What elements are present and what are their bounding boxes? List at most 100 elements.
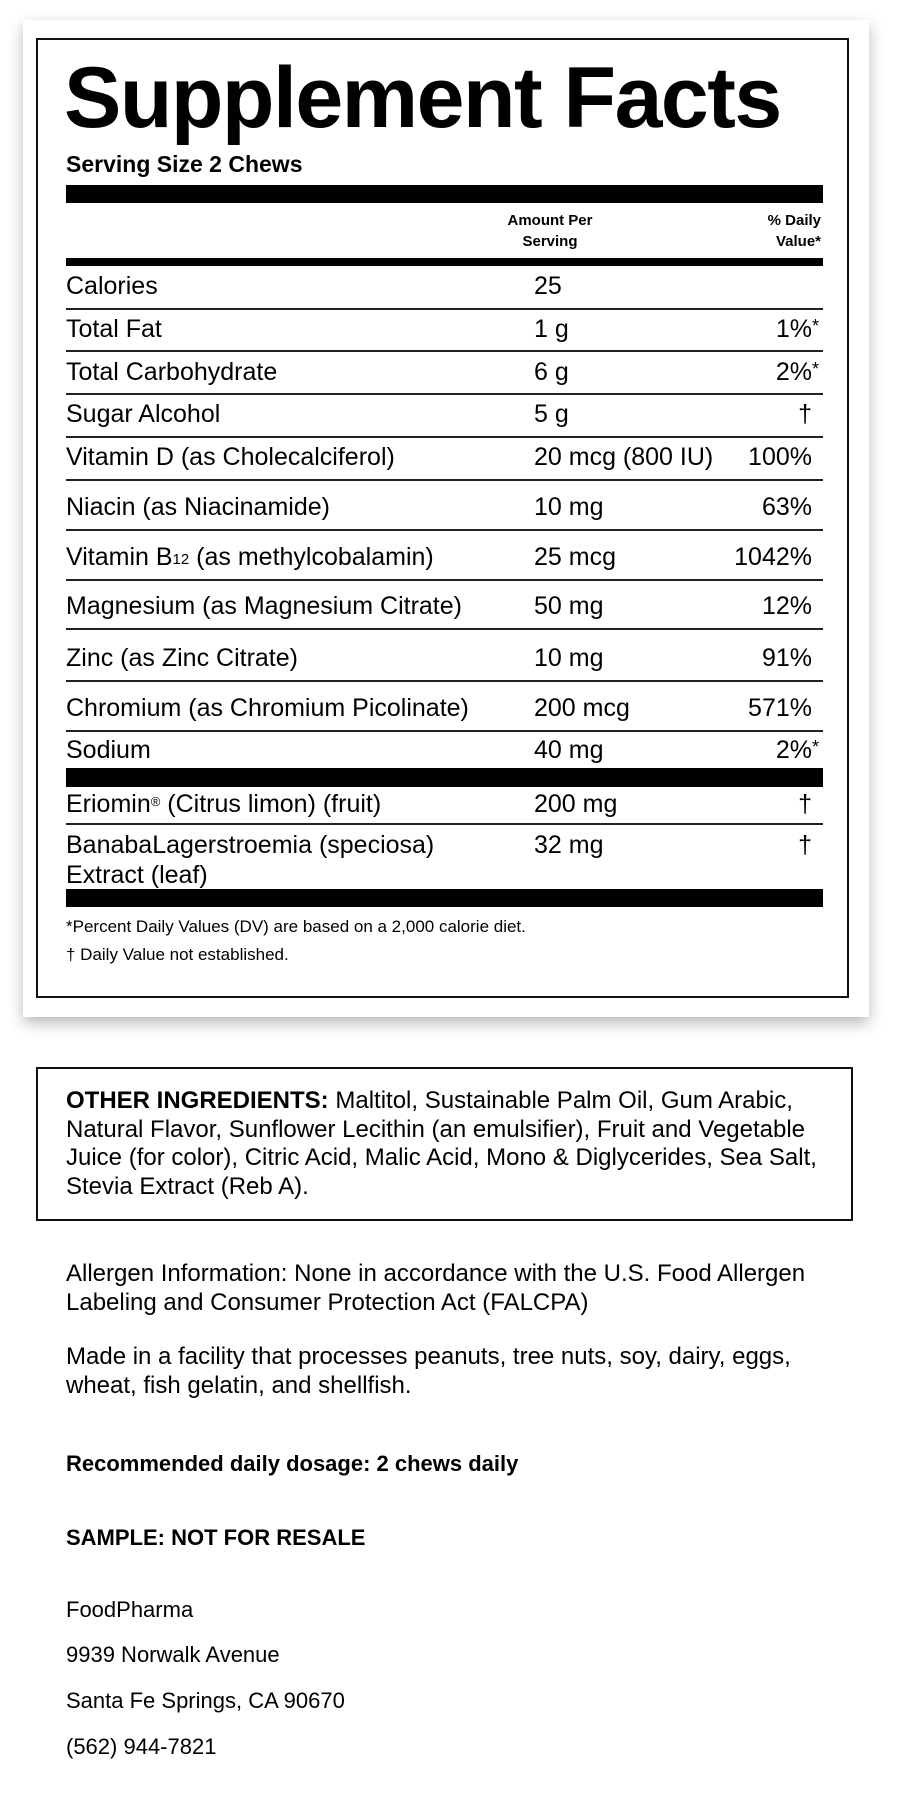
nutrient-subscript: 12 [172, 551, 190, 568]
nutrient-name: Niacin (as Niacinamide) [66, 492, 330, 522]
nutrient-name-text: Sugar Alcohol [66, 400, 221, 428]
registered-mark: ® [150, 794, 161, 809]
sample-notice: SAMPLE: NOT FOR RESALE [66, 1525, 366, 1550]
nutrient-name-text: Niacin (as Niacinamide) [66, 493, 330, 521]
nutrient-name-text: Total Fat [66, 315, 162, 343]
nutrient-name-text: Vitamin B [66, 543, 173, 571]
nutrient-name-text: Chromium (as Chromium Picolinate) [66, 694, 469, 722]
nutrient-daily-value: † [798, 830, 812, 860]
nutrient-name: Chromium (as Chromium Picolinate) [66, 693, 469, 723]
city-state-zip: Santa Fe Springs, CA 90670 [66, 1688, 345, 1713]
nutrient-name: Total Fat [66, 314, 162, 344]
other-ingredients-text: Maltitol, Sustainable Palm Oil, Gum Arab… [66, 1087, 817, 1200]
daily-value-text: † [798, 790, 812, 818]
nutrient-daily-value: 91% [762, 643, 812, 673]
serving-size: Serving Size 2 Chews [66, 151, 303, 177]
page-title: Supplement Facts [64, 50, 782, 146]
amount-header-line1: Amount Per [507, 212, 593, 229]
nutrient-row: BanabaLagerstroemia (speciosa) Extract (l… [66, 830, 823, 889]
row-divider [66, 579, 823, 581]
nutrient-name-text: Vitamin D (as Cholecalciferol) [66, 443, 395, 471]
nutrient-daily-value: 1042% [734, 542, 812, 572]
asterisk-mark: * [812, 316, 820, 336]
nutrient-amount: 6 g [534, 358, 569, 386]
nutrient-daily-value: 2% * [775, 735, 819, 765]
nutrient-name: Total Carbohydrate [66, 357, 277, 387]
nutrient-daily-value: 63% [762, 492, 812, 522]
other-ingredients-heading: OTHER INGREDIENTS: [66, 1087, 329, 1114]
nutrient-name: Vitamin D (as Cholecalciferol) [66, 442, 395, 472]
amount-per-serving-header: Amount Per Serving [490, 210, 610, 252]
daily-value-text: † [798, 400, 812, 428]
nutrient-amount: 50 mg [534, 592, 604, 620]
nutrient-name: Sugar Alcohol [66, 399, 220, 429]
nutrient-name-suffix: (as methylcobalamin) [189, 543, 434, 571]
supplement-facts-panel [36, 38, 849, 998]
row-divider [66, 680, 823, 682]
nutrient-daily-value: 100% [748, 442, 812, 472]
nutrient-row: Total Carbohydrate 6 g 2% * [66, 357, 823, 387]
nutrient-row: Sodium 40 mg 2% * [66, 735, 823, 765]
daily-value-text: 2% [775, 358, 812, 386]
daily-value-text: 2% [775, 736, 812, 764]
nutrient-row: Magnesium (as Magnesium Citrate) 50 mg 12% [66, 591, 823, 621]
nutrient-name-suffix: (Citrus limon) (fruit) [160, 790, 382, 818]
nutrient-amount: 32 mg [534, 831, 604, 859]
nutrient-daily-value: † [798, 399, 812, 429]
nutrient-daily-value: 571% [748, 693, 812, 723]
daily-value-text: 1% [775, 315, 812, 343]
nutrient-daily-value: 12% [762, 591, 812, 621]
nutrient-amount: 10 mg [534, 493, 604, 521]
nutrient-row: Sugar Alcohol 5 g † [66, 399, 823, 429]
company-name: FoodPharma [66, 1597, 194, 1622]
nutrient-name: Zinc (as Zinc Citrate) [66, 643, 298, 673]
nutrient-row: Eriomin® (Citrus limon) (fruit) 200 mg † [66, 789, 823, 819]
other-ingredients: OTHER INGREDIENTS: Maltitol, Sustainable… [66, 1087, 846, 1201]
nutrient-row: Vitamin B12 (as methylcobalamin) 25 mcg 10… [66, 542, 823, 572]
nutrient-name: Vitamin B12 (as methylcobalamin) [66, 542, 434, 576]
nutrient-name: BanabaLagerstroemia (speciosa) Extract (l… [66, 830, 434, 890]
row-divider [66, 393, 823, 395]
nutrient-name-text: Calories [66, 272, 158, 300]
daily-value-text: 100% [748, 443, 812, 471]
amount-header-line2: Serving [522, 233, 578, 250]
nutrient-name: Eriomin® (Citrus limon) (fruit) [66, 789, 381, 819]
daily-value-text: 12% [761, 592, 812, 620]
row-divider [66, 479, 823, 481]
nutrient-daily-value: 1% * [775, 314, 819, 344]
nutrient-name-text: BanabaLagerstroemia (speciosa) [66, 831, 435, 859]
footnote-dagger: † Daily Value not established. [66, 945, 289, 964]
daily-value-text: † [798, 831, 812, 859]
daily-value-text: 91% [761, 644, 812, 672]
thick-divider [66, 768, 823, 787]
row-divider [66, 350, 823, 352]
nutrient-row: Chromium (as Chromium Picolinate) 200 mcg… [66, 693, 823, 723]
row-divider [66, 308, 823, 310]
nutrient-name-line2: Extract (leaf) [66, 861, 208, 889]
nutrient-amount: 1 g [534, 315, 569, 343]
nutrient-amount: 200 mcg [534, 694, 630, 722]
thick-divider [66, 185, 823, 203]
nutrient-amount: 10 mg [534, 644, 604, 672]
nutrient-name: Magnesium (as Magnesium Citrate) [66, 591, 462, 621]
nutrient-amount: 40 mg [534, 736, 604, 764]
footnote-daily-values: *Percent Daily Values (DV) are based on … [66, 917, 526, 936]
nutrient-daily-value: 2% * [775, 357, 819, 387]
asterisk-mark: * [812, 359, 820, 379]
nutrient-amount: 5 g [534, 400, 569, 428]
medium-divider [66, 258, 823, 266]
nutrient-name-text: Sodium [66, 736, 151, 764]
facility-statement: Made in a facility that processes peanut… [66, 1343, 791, 1399]
row-divider [66, 436, 823, 438]
nutrient-row: Zinc (as Zinc Citrate) 10 mg 91% [66, 643, 823, 673]
row-divider [66, 823, 823, 825]
nutrient-row: Vitamin D (as Cholecalciferol) 20 mcg (80… [66, 442, 823, 472]
daily-value-text: 571% [748, 694, 812, 722]
nutrient-row: Total Fat 1 g 1% * [66, 314, 823, 344]
thick-divider [66, 889, 823, 907]
nutrient-name-text: Magnesium (as Magnesium Citrate) [66, 592, 462, 620]
allergen-information: Allergen Information: None in accordance… [66, 1260, 806, 1316]
row-divider [66, 529, 823, 531]
street-address: 9939 Norwalk Avenue [66, 1642, 280, 1667]
dv-header-line1: % Daily [767, 212, 821, 229]
